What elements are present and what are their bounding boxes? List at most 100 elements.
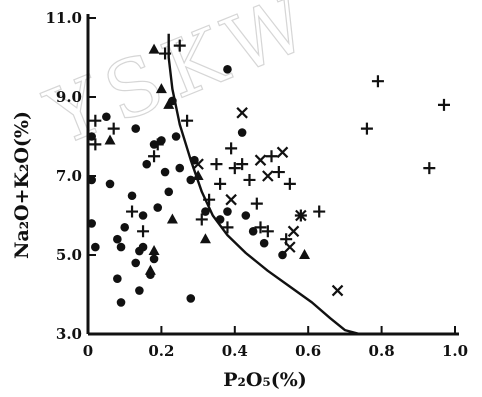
plus-point	[107, 122, 120, 135]
y-tick-label: 9.0	[56, 88, 82, 106]
plus-point	[228, 162, 241, 175]
triangle-point	[199, 233, 211, 244]
axes: 3.0 5.0 7.0 9.0 11.0 0 0.2 0.4 0.6 0.8 1.0	[45, 9, 468, 360]
x-axis-label: P₂O₅(%)	[223, 369, 307, 391]
cross-point	[254, 154, 267, 166]
plus-point	[243, 173, 256, 186]
cross-point	[236, 107, 248, 119]
dot-point	[186, 175, 196, 185]
x-tick-label: 0.8	[369, 342, 395, 360]
triangle-point	[148, 43, 160, 54]
triangle-point	[192, 170, 204, 180]
plus-point	[195, 213, 208, 226]
plus-point	[360, 122, 373, 135]
y-tick-label: 11.0	[45, 9, 82, 27]
x-tick-label: 0.2	[148, 342, 174, 360]
plus-point	[151, 138, 164, 151]
dot-point	[138, 211, 148, 220]
cross-point	[262, 170, 274, 182]
cross-point	[192, 158, 204, 170]
plot-area	[87, 33, 450, 336]
dot-point	[116, 298, 126, 307]
triangle-point	[104, 134, 116, 145]
triangle-point	[163, 98, 175, 109]
dot-point	[164, 187, 174, 197]
dot-point	[215, 215, 225, 224]
dot-point	[278, 250, 287, 260]
cross-point	[295, 209, 307, 222]
dot-point	[102, 112, 111, 122]
dot-point	[160, 167, 170, 177]
dot-point	[87, 219, 96, 228]
dot-point	[91, 242, 100, 252]
y-axis-label: Na₂O+K₂O(%)	[11, 111, 33, 259]
dot-point	[87, 175, 96, 185]
plus-point	[254, 221, 267, 234]
dot-point	[135, 286, 144, 295]
plus-point	[181, 114, 194, 127]
dot-point	[186, 294, 196, 303]
plus-point	[173, 39, 186, 52]
dot-point	[248, 227, 258, 236]
triangle-point	[299, 249, 311, 259]
triangle-point	[166, 213, 178, 224]
triangle-point	[144, 264, 156, 275]
dot-point	[153, 203, 163, 212]
x-tick-label: 0.4	[222, 342, 248, 360]
dot-point	[259, 238, 269, 248]
plus-point	[423, 162, 436, 175]
dot-point	[113, 274, 122, 284]
cross-point	[287, 225, 300, 238]
plus-point	[250, 197, 263, 210]
plus-point	[225, 142, 238, 155]
x-tick-label: 1.0	[442, 342, 468, 360]
dot-point	[241, 211, 251, 220]
plus-point	[265, 150, 278, 163]
plus-point	[89, 138, 102, 151]
dot-point	[142, 159, 152, 169]
plus-point	[236, 158, 249, 171]
plus-point	[221, 221, 234, 234]
plus-point	[159, 47, 172, 60]
plus-point	[203, 193, 216, 206]
dot-point	[87, 132, 96, 141]
y-tick-label: 3.0	[56, 325, 82, 343]
plus-point	[261, 225, 274, 238]
dot-point	[223, 207, 232, 216]
triangle-point	[155, 83, 167, 94]
y-tick-label: 5.0	[56, 246, 82, 264]
cross-point	[331, 284, 344, 297]
x-tick-label: 0.6	[295, 342, 321, 360]
plus-point	[126, 205, 139, 218]
dot-point	[120, 223, 129, 232]
dot-point	[113, 234, 122, 244]
y-tick-label: 7.0	[56, 167, 82, 185]
dot-point	[237, 128, 247, 137]
plus-point	[210, 158, 223, 171]
plus-point	[371, 75, 384, 88]
plus-point	[437, 98, 450, 111]
dot-point	[201, 207, 210, 216]
dot-point	[105, 179, 115, 189]
dot-point	[127, 191, 137, 201]
dot-point	[138, 242, 148, 252]
plus-point	[272, 166, 285, 179]
plus-point	[137, 225, 150, 238]
plus-point	[283, 177, 296, 190]
triangle-point	[148, 245, 160, 256]
dot-point	[223, 65, 232, 74]
dot-point	[116, 242, 126, 252]
plus-point	[214, 177, 227, 190]
x-tick-label: 0	[83, 342, 93, 360]
dot-point	[175, 163, 185, 173]
cross-point	[276, 146, 289, 159]
dot-point	[157, 136, 166, 145]
dot-point	[171, 132, 181, 141]
dot-point	[131, 258, 141, 268]
plus-point	[148, 150, 161, 163]
dot-point	[149, 254, 159, 264]
plus-point	[89, 114, 102, 127]
cross-point	[284, 241, 296, 253]
